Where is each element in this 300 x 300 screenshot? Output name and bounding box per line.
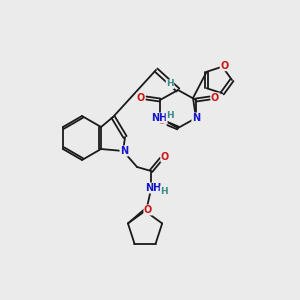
Text: O: O — [144, 205, 152, 215]
Text: NH: NH — [145, 183, 161, 193]
Text: O: O — [220, 61, 229, 71]
Text: O: O — [211, 93, 219, 103]
Text: O: O — [158, 116, 166, 126]
Text: O: O — [137, 93, 145, 103]
Text: O: O — [161, 152, 169, 162]
Text: NH: NH — [151, 113, 167, 123]
Text: H: H — [160, 187, 168, 196]
Text: N: N — [192, 113, 200, 123]
Text: N: N — [120, 146, 128, 156]
Text: H: H — [166, 112, 174, 121]
Text: H: H — [166, 80, 174, 88]
